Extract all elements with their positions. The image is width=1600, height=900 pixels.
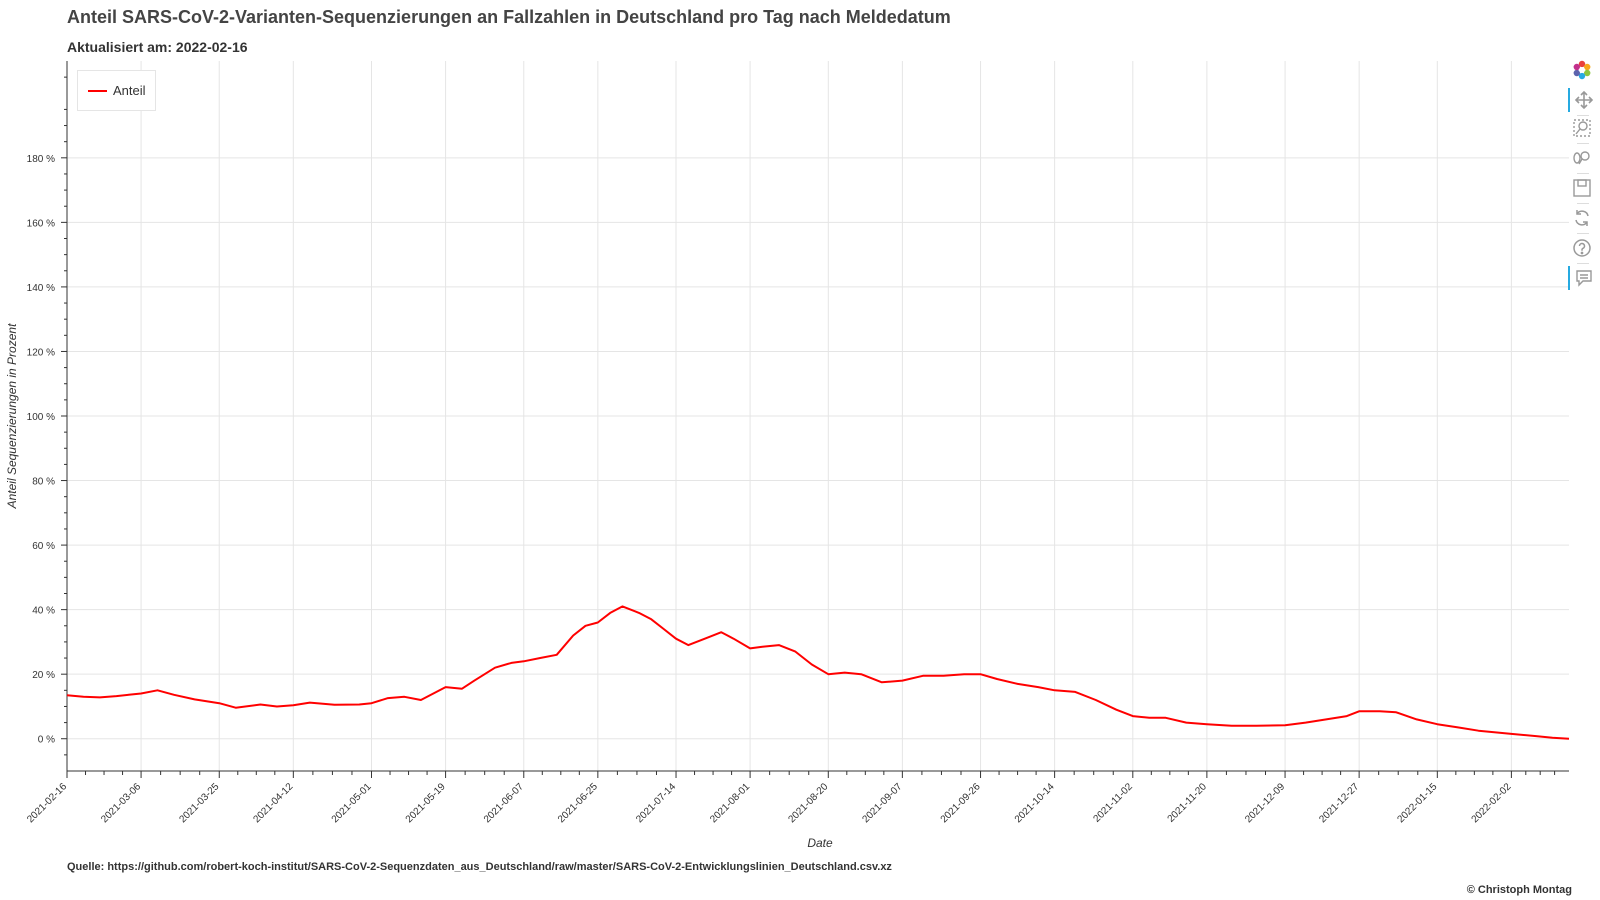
y-tick-label: 60 % [32,541,55,552]
bokeh-logo-tool[interactable] [1568,58,1596,82]
toolbar-separator [1577,173,1589,174]
x-axis-label: Date [807,836,833,850]
x-tick-label: 2021-07-14 [634,781,678,825]
reset-icon [1572,208,1592,228]
save-icon [1572,178,1592,198]
wheel-zoom-tool[interactable] [1568,146,1596,170]
x-tick-label: 2021-03-06 [99,781,143,825]
x-tick-label: 2021-05-19 [404,781,448,825]
series-line-anteil[interactable] [66,605,1570,740]
y-tick-label: 80 % [32,477,55,488]
x-tick-label: 2021-06-25 [556,781,600,825]
box-zoom-tool[interactable] [1568,116,1596,140]
x-tick-label: 2021-08-20 [786,781,830,825]
toolbar-separator [1577,263,1589,264]
grid-lines [66,61,1569,771]
pan-tool[interactable] [1568,88,1598,112]
x-tick-label: 2021-12-09 [1243,781,1287,825]
toolbar-separator [1577,115,1589,116]
toolbar-separator [1577,143,1589,144]
y-tick-label: 140 % [27,283,55,294]
x-axis: 2021-02-16 2021-03-06 2021-03-25 2021-04-12… [25,770,1569,825]
chart-title: Anteil SARS-CoV-2-Varianten-Sequenzierun… [67,7,951,27]
x-tick-label: 2021-11-02 [1091,781,1135,825]
x-tick-label: 2021-02-16 [25,781,69,825]
x-tick-label: 2021-09-07 [861,781,905,825]
toolbar-separator [1577,233,1589,234]
source-note: Quelle: https://github.com/robert-koch-i… [67,861,892,873]
copyright-note: © Christoph Montag [1466,884,1572,896]
x-tick-label: 2021-12-27 [1317,781,1361,825]
x-tick-label: 2021-05-01 [330,781,374,825]
toolbar-separator [1577,203,1589,204]
x-tick-label: 2022-02-02 [1470,781,1514,825]
legend: Anteil [77,70,156,111]
wheel-zoom-icon [1572,148,1592,168]
x-tick-label: 2021-04-12 [251,781,295,825]
y-tick-label: 100 % [27,412,55,423]
x-tick-label: 2021-10-14 [1013,781,1057,825]
save-tool[interactable] [1568,176,1596,200]
y-tick-label: 120 % [27,347,55,358]
y-tick-label: 180 % [27,154,55,165]
y-tick-label: 0 % [38,735,55,746]
legend-box [77,70,156,111]
help-tool[interactable] [1568,236,1596,260]
x-tick-label: 2021-09-26 [939,781,983,825]
reset-tool[interactable] [1568,206,1596,230]
y-axis: 0 % 20 % 40 % 60 % 80 % 100 % 120 % 140 % 160 % 1… [27,61,68,771]
x-tick-label: 2021-03-25 [177,781,221,825]
x-tick-label: 2021-06-07 [482,781,526,825]
y-tick-label: 20 % [32,670,55,681]
pan-icon [1574,90,1594,110]
x-tick-label: 2022-01-15 [1395,781,1439,825]
x-tick-label: 2021-11-20 [1166,781,1210,825]
series-layer [66,605,1570,740]
legend-label: Anteil [113,83,146,98]
hover-icon [1574,268,1594,288]
bokeh-logo-icon [1572,60,1592,80]
hover-tool[interactable] [1568,266,1598,290]
y-tick-label: 40 % [32,606,55,617]
y-tick-label: 160 % [27,218,55,229]
help-icon [1572,238,1592,258]
x-tick-label: 2021-08-01 [708,781,752,825]
chart-subtitle: Aktualisiert am: 2022-02-16 [67,39,248,55]
y-axis-label: Anteil Sequenzierungen in Prozent [5,323,19,509]
box-zoom-icon [1572,118,1592,138]
